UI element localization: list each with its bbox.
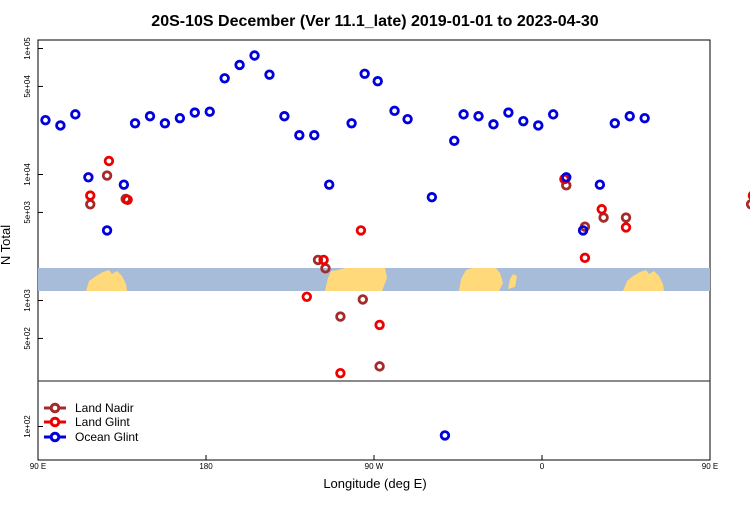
ocean-glint-point	[129, 118, 141, 129]
ocean-glint-point	[577, 225, 589, 236]
legend-marker-land-nadir	[49, 402, 61, 414]
ocean-glint-point	[279, 111, 290, 122]
legend-label-land-nadir: Land Nadir	[75, 401, 134, 415]
ocean-glint-point	[70, 109, 81, 120]
land-glint-point	[122, 194, 133, 205]
land-nadir-point	[335, 311, 346, 322]
ocean-glint-point	[488, 119, 499, 130]
ocean-glint-point	[189, 107, 200, 118]
ocean-glint-point	[249, 50, 260, 61]
ocean-glint-point	[609, 118, 620, 129]
ocean-glint-point	[346, 118, 357, 129]
ocean-glint-point	[426, 192, 438, 203]
land-glint-point	[747, 191, 750, 200]
ocean-glint-point	[234, 59, 245, 71]
ocean-glint-point	[402, 113, 413, 125]
y-tick-label: 5e+03	[23, 201, 32, 224]
ocean-glint-point	[174, 112, 186, 124]
y-tick-label: 1e+02	[23, 415, 32, 438]
y-tick-label: 5e+02	[23, 327, 32, 350]
land-glint-point	[579, 252, 591, 264]
ocean-glint-point	[294, 130, 305, 141]
ocean-glint-point	[204, 106, 215, 117]
y-axis-label: N Total	[0, 225, 13, 265]
land-glint-point	[301, 291, 312, 302]
y-tick-label: 1e+04	[23, 163, 32, 186]
x-tick-label: 90 W	[365, 462, 384, 471]
ocean-glint-point	[219, 73, 230, 84]
y-tick-label: 1e+03	[23, 289, 32, 312]
ocean-glint-point	[83, 172, 94, 183]
land-australia-west	[86, 270, 127, 291]
ocean-glint-point	[264, 69, 275, 80]
land-australia-east	[623, 270, 664, 291]
ocean-glint-point	[101, 225, 113, 236]
y-tick-label: 5e+04	[23, 75, 32, 98]
ocean-glint-point	[439, 430, 451, 441]
ocean-glint-point	[372, 76, 383, 87]
land-nadir-point	[312, 254, 324, 266]
land-nadir-point	[101, 170, 113, 181]
legend-label-ocean-glint: Ocean Glint	[75, 430, 139, 444]
ocean-glint-point	[359, 68, 370, 79]
land-glint-point	[355, 225, 367, 236]
y-tick-label: 1e+05	[23, 37, 32, 60]
ocean-glint-point	[473, 111, 484, 122]
legend-marker-ocean-glint	[49, 431, 61, 443]
legend-marker-land-glint	[49, 416, 61, 428]
ocean-glint-point	[624, 111, 635, 122]
ocean-glint-point	[594, 179, 606, 190]
land-glint-point	[318, 254, 329, 266]
land-glint-point	[85, 190, 96, 201]
ocean-glint-point	[548, 109, 559, 120]
land-glint-point	[620, 222, 632, 233]
ocean-glint-point	[118, 179, 130, 190]
x-tick-label: 180	[199, 462, 213, 471]
axes: 90 E 180 90 W 0 90 E 1e+02 5e+02 1e+03 5e+03 1e+0…	[23, 37, 718, 471]
land-nadir-point	[620, 212, 632, 223]
ocean-glint-point	[449, 135, 460, 147]
land-nadir-point	[357, 294, 368, 305]
ocean-glint-point	[458, 109, 469, 120]
chart-title: 20S-10S December (Ver 11.1_late) 2019-01…	[151, 13, 599, 30]
land-africa	[459, 268, 503, 291]
ocean-glint-point	[533, 120, 544, 131]
land-south-america	[325, 268, 387, 291]
land-glint-point	[335, 367, 346, 379]
world-map-strip	[38, 268, 710, 291]
legend-label-land-glint: Land Glint	[75, 415, 130, 429]
x-axis-label: Longitude (deg E)	[323, 476, 426, 491]
ocean-glint-point	[55, 120, 66, 131]
legend: Land Nadir Land Glint Ocean Glint	[44, 401, 139, 444]
legend-item-land-glint: Land Glint	[44, 415, 130, 429]
land-madagascar	[508, 274, 517, 289]
ocean-glint-point	[309, 130, 320, 141]
land-glint-point	[103, 155, 115, 167]
data-points	[40, 50, 750, 441]
ocean-glint-point	[389, 105, 400, 117]
land-glint-point	[374, 319, 385, 331]
x-tick-label: 90 E	[702, 462, 718, 471]
legend-item-ocean-glint: Ocean Glint	[44, 430, 139, 444]
land-nadir-point	[374, 361, 385, 372]
ocean-glint-point	[561, 172, 572, 183]
legend-item-land-nadir: Land Nadir	[44, 401, 134, 415]
land-nadir-point	[745, 199, 750, 210]
ocean-glint-point	[40, 114, 51, 126]
ocean-glint-point	[159, 118, 171, 129]
land-glint-point	[596, 204, 607, 215]
ocean-glint-point	[144, 111, 156, 122]
ocean-glint-point	[503, 107, 514, 118]
ocean-glint-point	[639, 112, 650, 124]
x-tick-label: 0	[540, 462, 545, 471]
ocean-glint-point	[324, 179, 335, 190]
ocean-glint-point	[518, 115, 529, 127]
x-tick-label: 90 E	[30, 462, 46, 471]
